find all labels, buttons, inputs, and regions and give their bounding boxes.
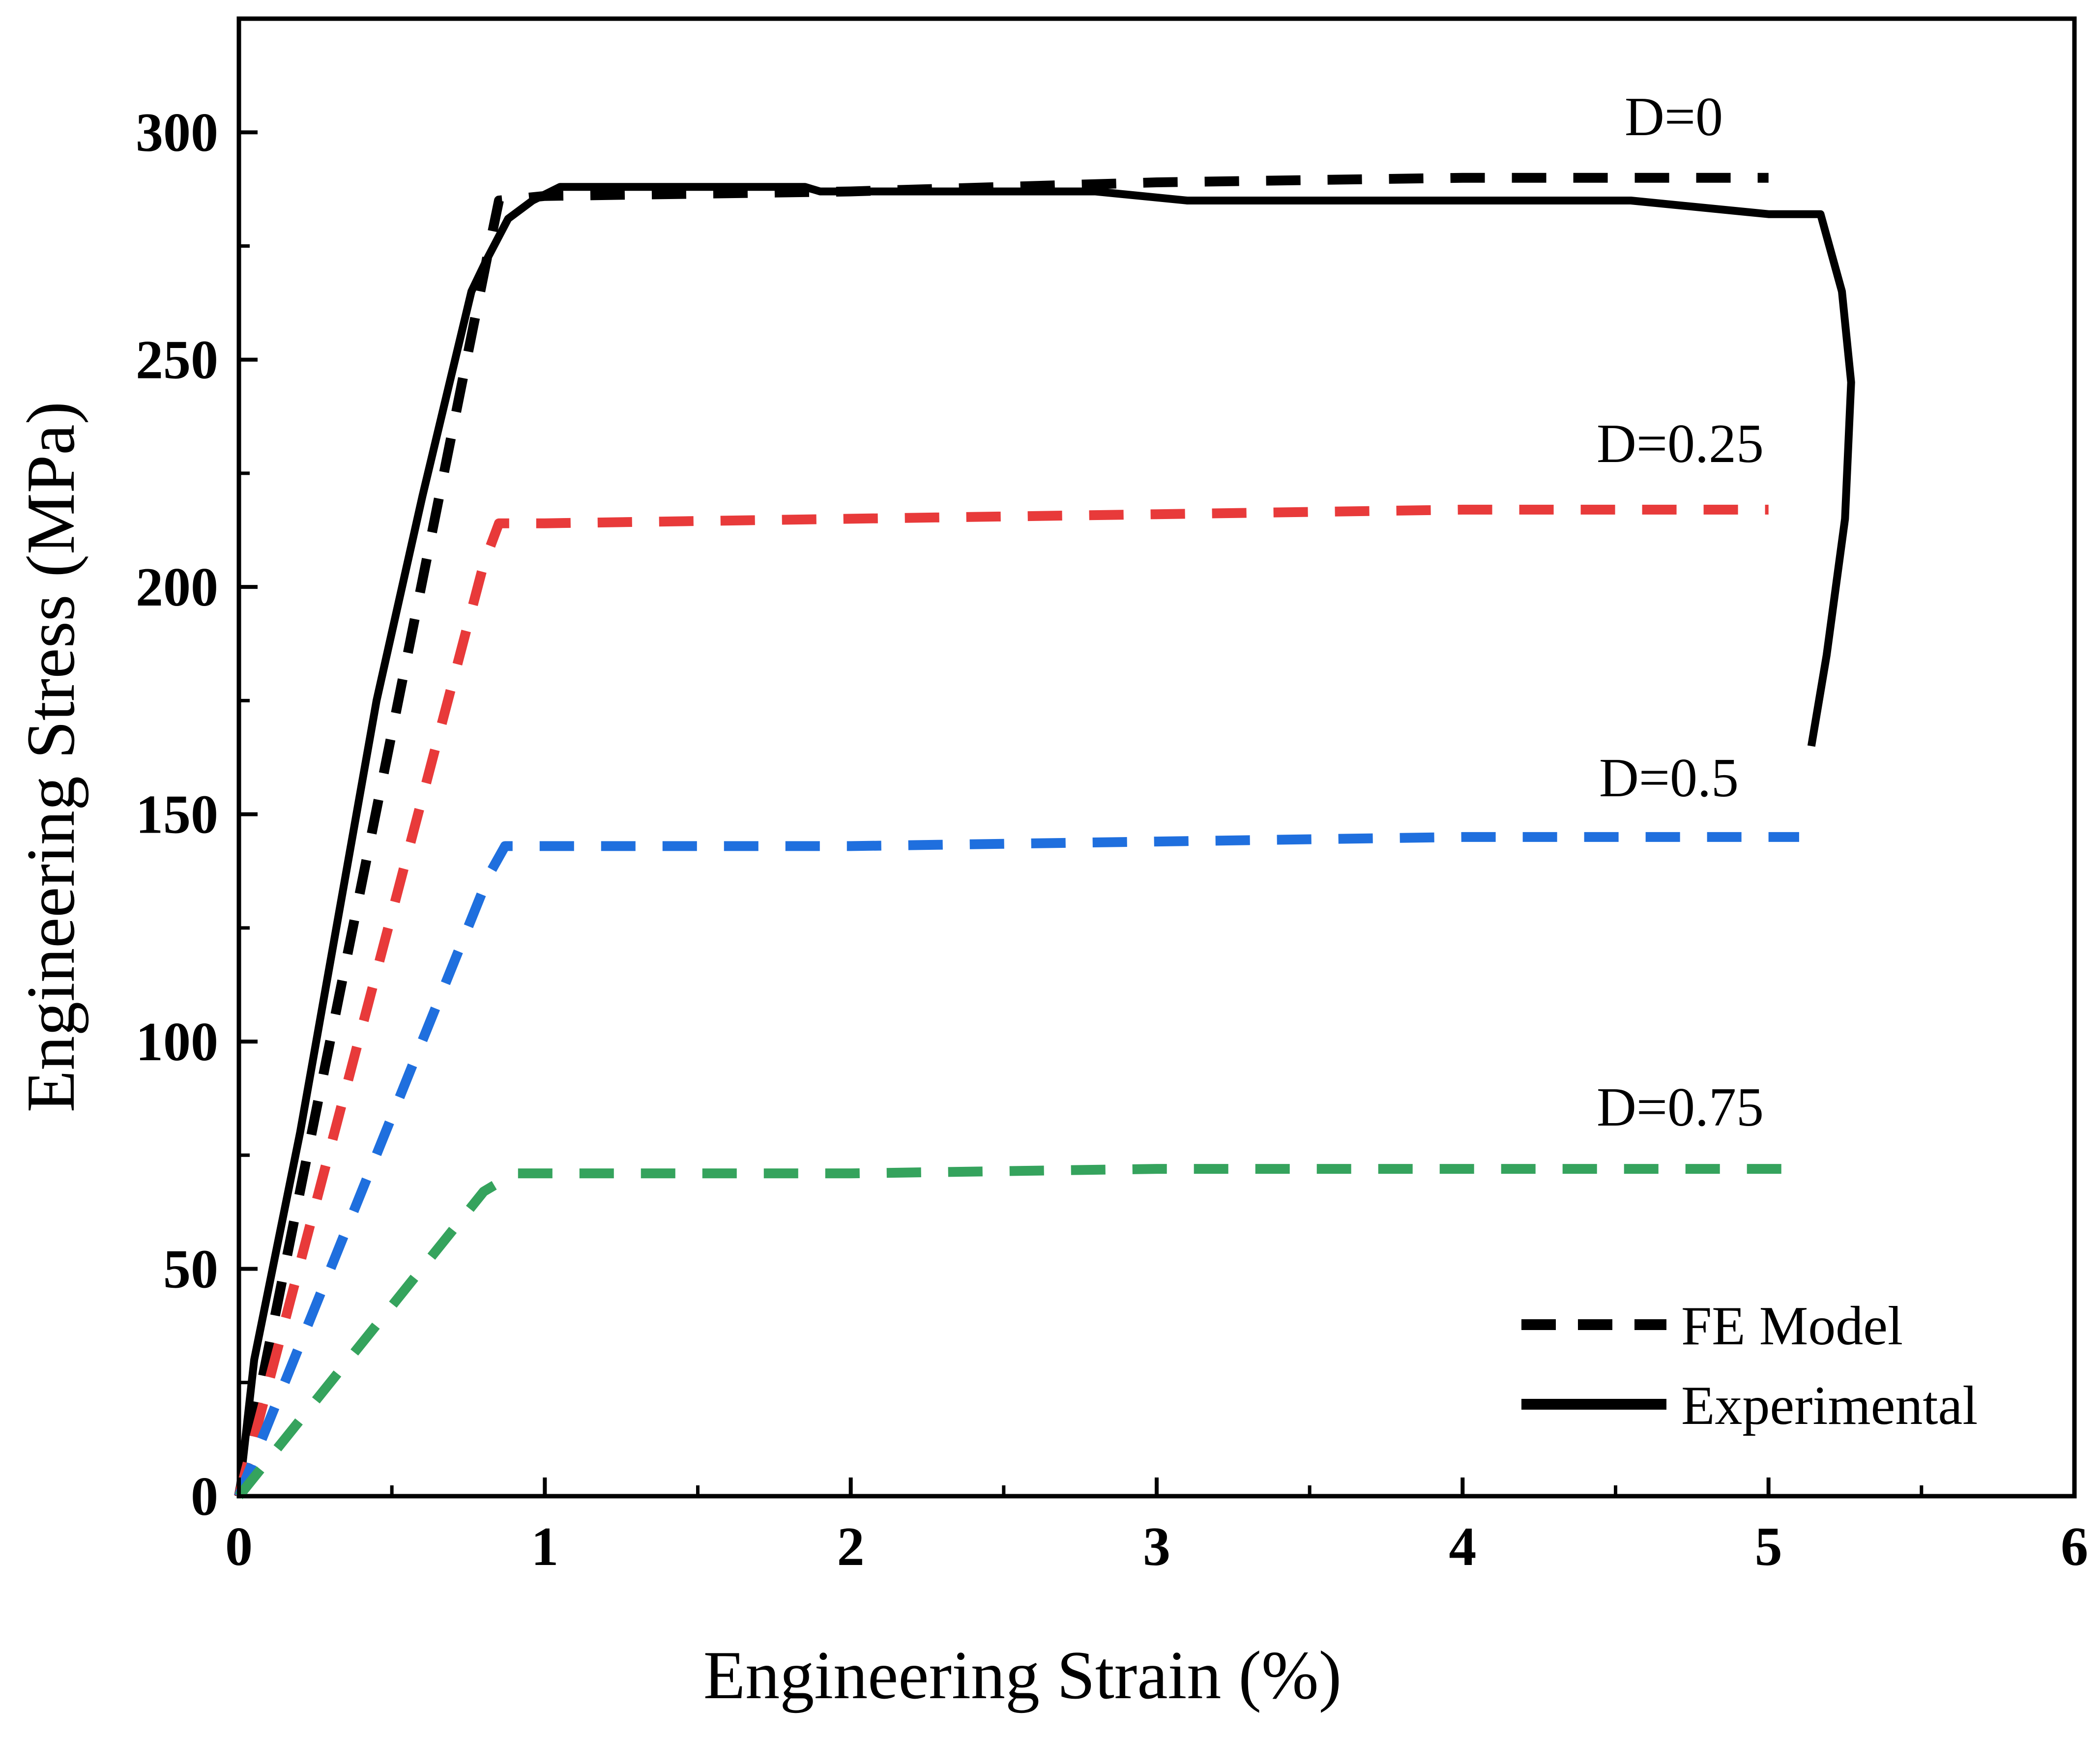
series-fe-model-d-0-5	[234, 832, 1799, 1498]
x-tick-label-0: 0	[225, 1516, 253, 1577]
x-axis-title: Engineering Strain (%)	[703, 1637, 1342, 1713]
y-tick-label-0: 0	[191, 1466, 218, 1527]
series-layer	[234, 173, 1855, 1500]
x-tick-label-4: 4	[1449, 1516, 1476, 1577]
y-tick-label-200: 200	[136, 557, 218, 618]
annotation-d0: D=0	[1625, 87, 1723, 147]
ticks-layer: 0 1 2 3 4 5 6 0 50 100 150 200 250 300	[136, 17, 2088, 1577]
series-fe-model-d-0	[234, 173, 1769, 1497]
y-tick-label-50: 50	[163, 1239, 218, 1300]
x-tick-label-2: 2	[837, 1516, 865, 1577]
annotation-d075: D=0.75	[1597, 1077, 1764, 1138]
y-tick-label-100: 100	[136, 1012, 218, 1072]
plot-frame	[236, 16, 2077, 1499]
x-tick-label-6: 6	[2061, 1516, 2088, 1577]
y-tick-label-150: 150	[136, 784, 218, 845]
legend-label-fe-model: FE Model	[1681, 1296, 1903, 1357]
x-tick-label-3: 3	[1143, 1516, 1170, 1577]
series-fe-model-d-0-75	[235, 1164, 1799, 1500]
annotations: D=0 D=0.25 D=0.5 D=0.75	[1597, 87, 1764, 1138]
y-tick-label-300: 300	[136, 102, 218, 163]
annotation-d05: D=0.5	[1599, 748, 1739, 809]
x-tick-label-5: 5	[1755, 1516, 1782, 1577]
series-fe-model-d-0-25	[234, 504, 1769, 1498]
y-axis-title: Engineering Stress (MPa)	[13, 402, 89, 1112]
x-tick-label-1: 1	[531, 1516, 558, 1577]
legend-label-experimental: Experimental	[1681, 1375, 1978, 1436]
legend: FE Model Experimental	[1521, 1296, 1978, 1436]
series-experimental	[235, 183, 1855, 1497]
y-tick-label-250: 250	[136, 330, 218, 391]
annotation-d025: D=0.25	[1597, 413, 1764, 474]
